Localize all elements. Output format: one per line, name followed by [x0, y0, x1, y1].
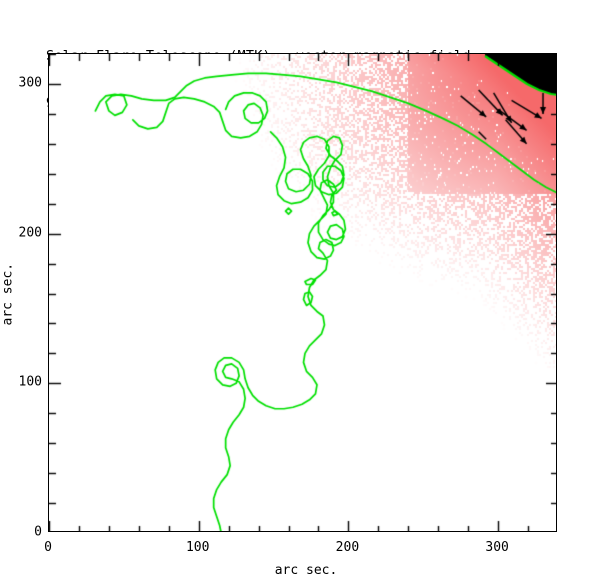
- x-tick-label: 0: [44, 540, 52, 555]
- x-tick-label: 200: [335, 540, 360, 555]
- y-tick-label: 100: [18, 374, 42, 390]
- y-axis-ticks: 0 100 200 300: [0, 0, 42, 585]
- y-tick-label: 200: [18, 225, 42, 241]
- y-tick-label: 0: [34, 524, 42, 540]
- y-tick-label: 300: [18, 75, 42, 91]
- magnetogram-canvas: [49, 54, 556, 531]
- x-tick-label: 300: [485, 540, 509, 555]
- y-axis-label: arc sec.: [0, 262, 16, 326]
- x-axis-label: arc sec.: [274, 563, 338, 578]
- x-tick-label: 100: [185, 540, 210, 555]
- plot-area: [48, 53, 557, 532]
